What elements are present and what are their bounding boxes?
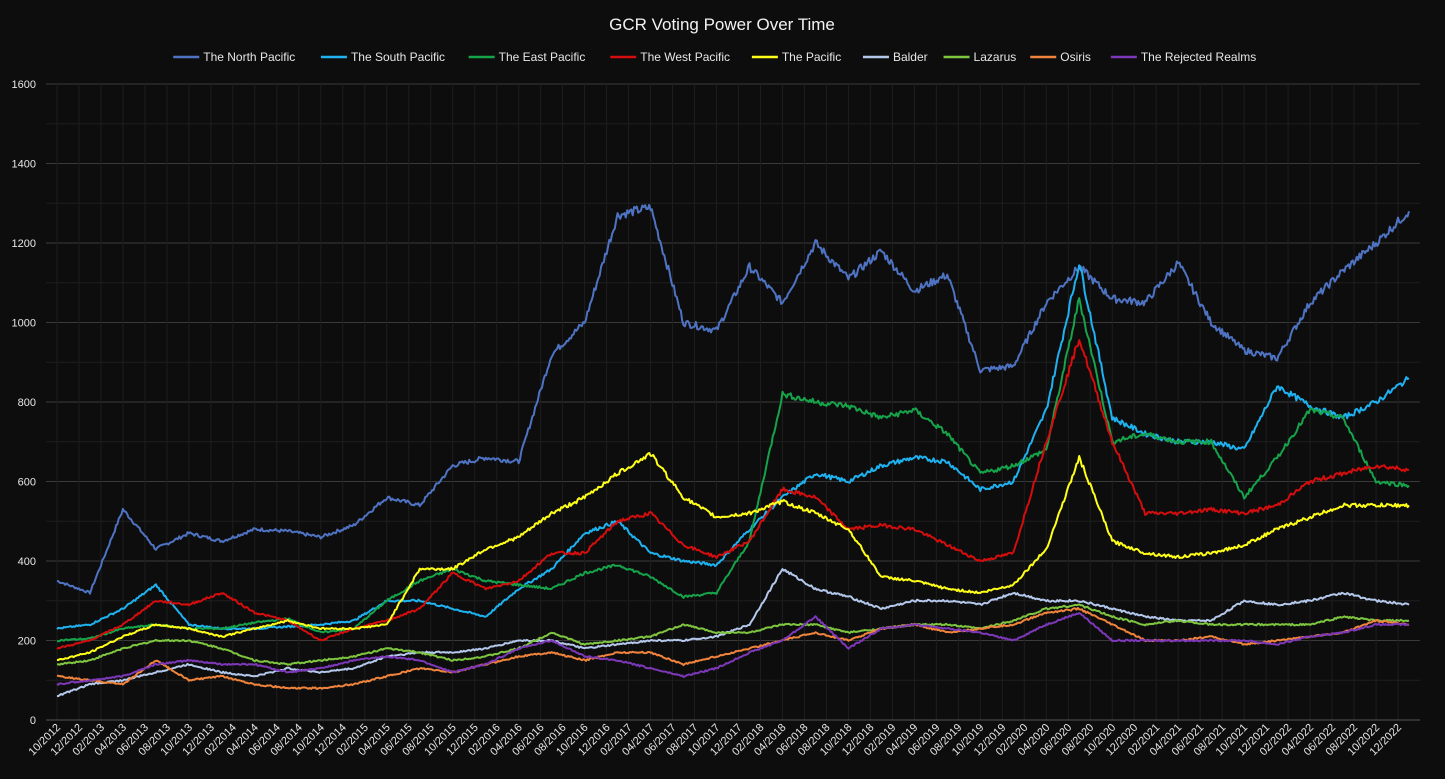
y-tick-label: 0	[30, 715, 36, 727]
legend-item: The West Pacific	[610, 50, 730, 64]
series-line-the-north-pacific	[56, 203, 1410, 595]
legend-label: The Pacific	[782, 50, 841, 64]
y-tick-label: 1400	[12, 159, 36, 171]
legend-label: The North Pacific	[203, 50, 295, 64]
series-line-the-west-pacific	[56, 339, 1410, 650]
series-line-lazarus	[56, 603, 1410, 666]
legend-item: Lazarus	[943, 50, 1017, 64]
y-tick-label: 1000	[12, 318, 36, 330]
series-line-the-pacific	[57, 452, 1410, 661]
legend-item: The North Pacific	[173, 50, 295, 64]
legend: The North Pacific The South Pacific The Ea…	[173, 50, 1256, 64]
legend-item: The East Pacific	[468, 50, 586, 64]
legend-item: The Pacific	[751, 50, 841, 64]
y-tick-label: 1200	[12, 238, 36, 250]
legend-item: Osiris	[1030, 50, 1091, 64]
y-tick-label: 1600	[12, 79, 36, 91]
y-tick-label: 400	[18, 556, 36, 568]
legend-item: Balder	[862, 50, 928, 64]
legend-label: The West Pacific	[640, 50, 730, 64]
legend-label: The East Pacific	[499, 50, 586, 64]
series-line-osiris	[56, 606, 1410, 690]
y-tick-label: 600	[18, 477, 36, 489]
legend-label: Lazarus	[974, 50, 1017, 64]
legend-label: Balder	[893, 50, 928, 64]
legend-item: The South Pacific	[320, 50, 445, 64]
legend-label: Osiris	[1060, 50, 1091, 64]
legend-item: The Rejected Realms	[1110, 50, 1256, 64]
y-axis: 0 200 400 600 800 1000 1200 1400 1600	[12, 79, 36, 727]
legend-label: The Rejected Realms	[1141, 50, 1256, 64]
legend-label: The South Pacific	[351, 50, 445, 64]
series-lines	[56, 203, 1410, 698]
y-tick-label: 200	[18, 636, 36, 648]
y-tick-label: 800	[18, 397, 36, 409]
chart-title: GCR Voting Power Over Time	[609, 15, 835, 34]
series-line-the-rejected-realms	[56, 612, 1410, 686]
